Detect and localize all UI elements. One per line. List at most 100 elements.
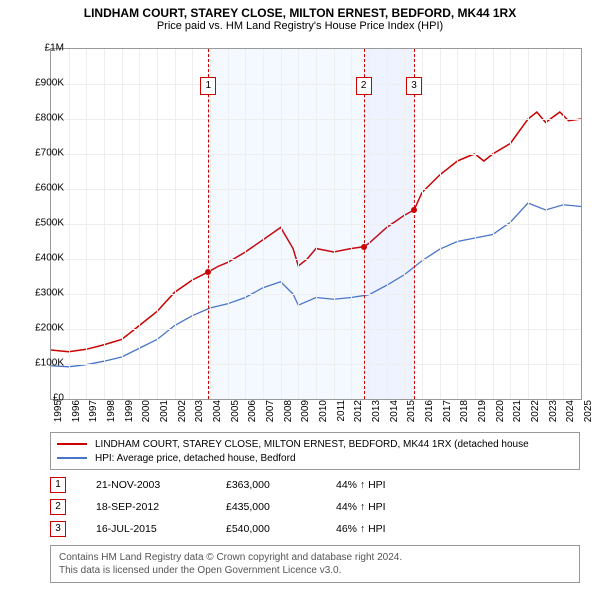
- event-price: £435,000: [226, 501, 336, 513]
- gridline-v: [157, 49, 158, 399]
- x-axis-label: 2009: [300, 400, 311, 422]
- y-axis-label: £500K: [14, 218, 64, 229]
- x-axis-label: 2021: [512, 400, 523, 422]
- event-date: 16-JUL-2015: [96, 523, 226, 535]
- legend-swatch: [57, 457, 87, 459]
- x-axis-label: 2015: [406, 400, 417, 422]
- footer-line1: Contains HM Land Registry data © Crown c…: [59, 551, 571, 564]
- legend-label: HPI: Average price, detached house, Bedf…: [95, 453, 296, 464]
- gridline-v: [139, 49, 140, 399]
- y-axis-label: £400K: [14, 253, 64, 264]
- gridline-v: [281, 49, 282, 399]
- event-pct: 46% ↑ HPI: [336, 523, 446, 535]
- event-pct: 44% ↑ HPI: [336, 479, 446, 491]
- x-axis-label: 2016: [424, 400, 435, 422]
- event-table: 1 21-NOV-2003£363,00044% ↑ HPI 2 18-SEP-201…: [50, 474, 580, 540]
- x-axis-label: 2006: [247, 400, 258, 422]
- event-number-box: 1: [50, 477, 66, 493]
- x-axis-label: 1996: [71, 400, 82, 422]
- event-row: 2 18-SEP-2012£435,00044% ↑ HPI: [50, 496, 580, 518]
- event-price: £363,000: [226, 479, 336, 491]
- event-price: £540,000: [226, 523, 336, 535]
- gridline-v: [175, 49, 176, 399]
- x-axis-label: 2001: [159, 400, 170, 422]
- gridline-v: [334, 49, 335, 399]
- x-axis-label: 2012: [353, 400, 364, 422]
- gridline-v: [422, 49, 423, 399]
- marker-line: [414, 49, 415, 399]
- x-axis-label: 2019: [477, 400, 488, 422]
- legend: LINDHAM COURT, STAREY CLOSE, MILTON ERNE…: [50, 432, 580, 470]
- x-axis-label: 2007: [265, 400, 276, 422]
- gridline-v: [316, 49, 317, 399]
- marker-box: 1: [200, 77, 216, 95]
- x-axis-label: 2013: [371, 400, 382, 422]
- footer-line2: This data is licensed under the Open Gov…: [59, 564, 571, 577]
- gridline-v: [228, 49, 229, 399]
- y-axis-label: £200K: [14, 323, 64, 334]
- gridline-v: [245, 49, 246, 399]
- gridline-v: [528, 49, 529, 399]
- marker-box: 3: [406, 77, 422, 95]
- y-axis-label: £100K: [14, 358, 64, 369]
- x-axis-label: 1997: [88, 400, 99, 422]
- gridline-v: [192, 49, 193, 399]
- gridline-v: [457, 49, 458, 399]
- x-axis-label: 2011: [336, 400, 347, 422]
- gridline-v: [404, 49, 405, 399]
- event-number-box: 2: [50, 499, 66, 515]
- x-axis-label: 2024: [565, 400, 576, 422]
- marker-box: 2: [356, 77, 372, 95]
- gridline-v: [86, 49, 87, 399]
- x-axis-label: 2020: [495, 400, 506, 422]
- x-axis-label: 2005: [230, 400, 241, 422]
- event-row: 3 16-JUL-2015£540,00046% ↑ HPI: [50, 518, 580, 540]
- y-axis-label: £800K: [14, 113, 64, 124]
- gridline-v: [351, 49, 352, 399]
- y-axis-label: £600K: [14, 183, 64, 194]
- x-axis-label: 2003: [194, 400, 205, 422]
- gridline-v: [298, 49, 299, 399]
- marker-line: [208, 49, 209, 399]
- gridline-v: [210, 49, 211, 399]
- x-axis-label: 2017: [442, 400, 453, 422]
- x-axis-label: 2022: [530, 400, 541, 422]
- x-axis-label: 2023: [548, 400, 559, 422]
- x-axis-label: 2018: [459, 400, 470, 422]
- x-axis-label: 2000: [141, 400, 152, 422]
- chart-plot-area: 1 2 3: [50, 48, 582, 400]
- event-date: 18-SEP-2012: [96, 501, 226, 513]
- gridline-v: [493, 49, 494, 399]
- event-number-box: 3: [50, 521, 66, 537]
- event-row: 1 21-NOV-2003£363,00044% ↑ HPI: [50, 474, 580, 496]
- gridline-v: [440, 49, 441, 399]
- gridline-v: [369, 49, 370, 399]
- x-axis-label: 2008: [283, 400, 294, 422]
- gridline-v: [387, 49, 388, 399]
- x-axis-label: 2002: [177, 400, 188, 422]
- y-axis-label: £900K: [14, 78, 64, 89]
- x-axis-label: 1995: [53, 400, 64, 422]
- x-axis-label: 1999: [124, 400, 135, 422]
- legend-swatch: [57, 443, 87, 445]
- event-pct: 44% ↑ HPI: [336, 501, 446, 513]
- chart-title: LINDHAM COURT, STAREY CLOSE, MILTON ERNE…: [0, 0, 600, 20]
- gridline-v: [510, 49, 511, 399]
- gridline-v: [546, 49, 547, 399]
- x-axis-label: 2004: [212, 400, 223, 422]
- marker-line: [364, 49, 365, 399]
- y-axis-label: £700K: [14, 148, 64, 159]
- gridline-v: [563, 49, 564, 399]
- x-axis-label: 1998: [106, 400, 117, 422]
- gridline-v: [263, 49, 264, 399]
- event-date: 21-NOV-2003: [96, 479, 226, 491]
- chart-subtitle: Price paid vs. HM Land Registry's House …: [0, 20, 600, 36]
- gridline-v: [104, 49, 105, 399]
- gridline-v: [475, 49, 476, 399]
- x-axis-label: 2014: [389, 400, 400, 422]
- x-axis-label: 2025: [583, 400, 594, 422]
- gridline-v: [122, 49, 123, 399]
- y-axis-label: £1M: [14, 43, 64, 54]
- y-axis-label: £300K: [14, 288, 64, 299]
- gridline-v: [69, 49, 70, 399]
